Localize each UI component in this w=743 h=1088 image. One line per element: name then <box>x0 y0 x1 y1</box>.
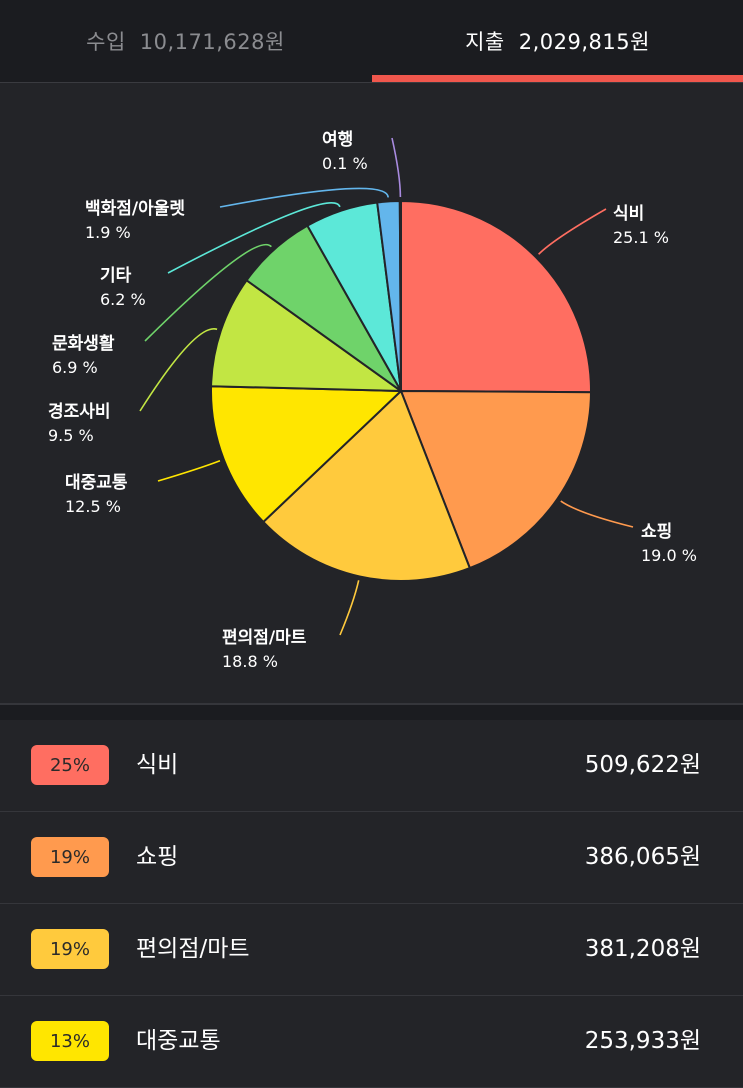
list-item[interactable]: 19% 쇼핑 386,065원 <box>0 812 743 904</box>
list-item[interactable]: 19% 편의점/마트 381,208원 <box>0 904 743 996</box>
slice-label-percent: 1.9 % <box>85 223 131 242</box>
slice-label-name: 기타 <box>100 266 132 286</box>
pie-slice-4 <box>210 385 404 524</box>
slice-label-percent: 6.2 % <box>100 290 146 309</box>
tab-expense-label: 지출 <box>465 30 505 54</box>
leader-line-9 <box>391 137 402 198</box>
slice-label-percent: 12.5 % <box>65 497 121 516</box>
category-list: 25% 식비 509,622원 19% 쇼핑 386,065원 19% 편의점/… <box>0 720 743 1088</box>
slice-label-name: 식비 <box>613 204 644 224</box>
leader-line-1 <box>538 208 607 255</box>
list-item[interactable]: 25% 식비 509,622원 <box>0 720 743 812</box>
leader-line-5 <box>139 328 218 412</box>
section-gap <box>0 705 743 720</box>
leader-line-8 <box>219 187 390 208</box>
percent-badge: 25% <box>31 745 109 785</box>
category-name: 편의점/마트 <box>136 936 250 962</box>
slice-label-name: 대중교통 <box>65 473 128 493</box>
chart-panel: 식비 25.1 % 쇼핑 19.0 % 편의점/마트 18.8 % 대중교통 12.5 % 경조… <box>0 83 743 703</box>
tab-income[interactable]: 수입 10,171,628원 <box>0 0 371 82</box>
pie-slice-2 <box>399 389 593 570</box>
tab-income-label: 수입 <box>86 30 126 54</box>
slice-label-name: 경조사비 <box>48 402 111 422</box>
pie-slice-1 <box>400 199 592 394</box>
slice-label-percent: 9.5 % <box>48 426 94 445</box>
pie-slice-3 <box>261 389 472 582</box>
percent-badge: 19% <box>31 837 109 877</box>
type-tabs: 수입 10,171,628원 지출 2,029,815원 <box>0 0 743 82</box>
tab-divider <box>0 82 743 83</box>
category-name: 대중교통 <box>136 1028 221 1054</box>
category-amount: 386,065원 <box>584 844 701 870</box>
active-tab-indicator <box>372 75 743 82</box>
leader-line-4 <box>157 459 221 482</box>
slice-label-name: 쇼핑 <box>641 522 672 542</box>
list-item[interactable]: 13% 대중교통 253,933원 <box>0 996 743 1088</box>
panel-divider <box>0 703 743 705</box>
category-name: 쇼핑 <box>136 844 179 870</box>
leader-line-2 <box>560 500 634 528</box>
slice-label-name: 편의점/마트 <box>222 628 307 648</box>
category-amount: 509,622원 <box>584 752 701 778</box>
tab-expense[interactable]: 지출 2,029,815원 <box>372 0 743 82</box>
pie-chart: 식비 25.1 % 쇼핑 19.0 % 편의점/마트 18.8 % 대중교통 12.5 % 경조… <box>48 130 697 671</box>
pie-slice-5 <box>210 278 405 393</box>
slice-label-percent: 19.0 % <box>641 546 697 565</box>
slice-label-name: 여행 <box>322 130 353 150</box>
slice-label-percent: 18.8 % <box>222 652 278 671</box>
tab-expense-amount: 2,029,815원 <box>518 30 650 54</box>
percent-badge: 19% <box>31 929 109 969</box>
pie-slice-9 <box>398 199 402 392</box>
percent-badge: 13% <box>31 1021 109 1061</box>
leader-line-6 <box>144 243 272 342</box>
slice-label-percent: 25.1 % <box>613 228 669 247</box>
slice-label-name: 백화점/아울렛 <box>85 199 185 219</box>
category-name: 식비 <box>136 752 179 778</box>
category-amount: 253,933원 <box>584 1028 701 1054</box>
slice-label-percent: 0.1 % <box>322 154 368 173</box>
leader-line-7 <box>167 202 341 274</box>
slice-label-name: 문화생활 <box>52 333 115 354</box>
tab-income-amount: 10,171,628원 <box>139 30 285 54</box>
slice-label-percent: 6.9 % <box>52 358 98 377</box>
leader-line-3 <box>339 580 360 636</box>
category-amount: 381,208원 <box>584 936 701 962</box>
